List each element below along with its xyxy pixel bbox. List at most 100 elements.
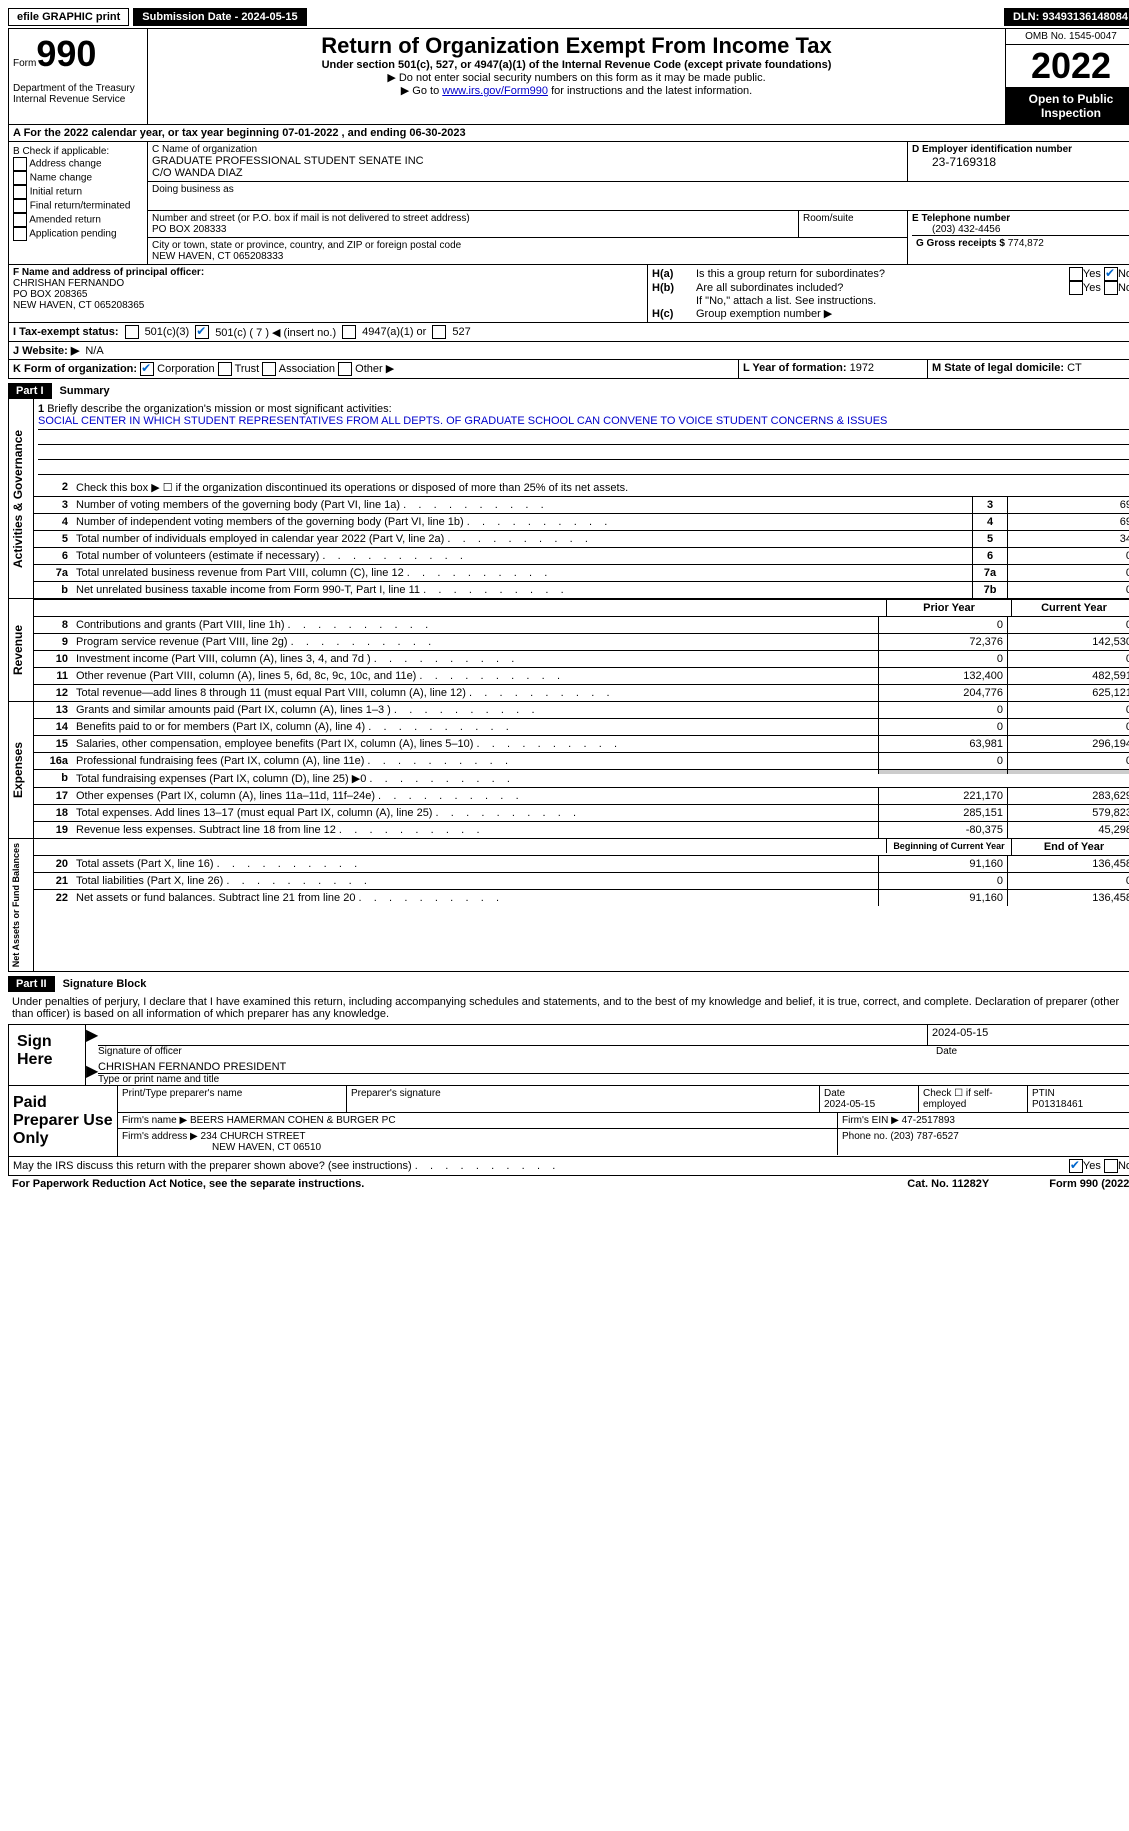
dln: DLN: 93493136148084 — [1004, 8, 1129, 26]
sign-here-label: Sign Here — [9, 1025, 86, 1085]
page-footer: For Paperwork Reduction Act Notice, see … — [8, 1176, 1129, 1192]
row-j: J Website: ▶N/A — [8, 342, 1129, 360]
vtab-revenue: Revenue — [9, 599, 34, 701]
org-co: C/O WANDA DIAZ — [152, 167, 903, 179]
addr-label: Number and street (or P.O. box if mail i… — [152, 213, 794, 224]
vtab-expenses: Expenses — [9, 702, 34, 838]
prep-sig-label: Preparer's signature — [347, 1086, 820, 1112]
discuss-row: May the IRS discuss this return with the… — [8, 1157, 1129, 1176]
summary-row: 13 Grants and similar amounts paid (Part… — [34, 702, 1129, 719]
sign-here-block: Sign Here ▶ 2024-05-15 Signature of offi… — [8, 1024, 1129, 1086]
col-b-checkboxes: B Check if applicable: Address change Na… — [9, 142, 148, 264]
firm-phone: (203) 787-6527 — [890, 1131, 958, 1142]
summary-row: 11 Other revenue (Part VIII, column (A),… — [34, 668, 1129, 685]
perjury-declaration: Under penalties of perjury, I declare th… — [8, 992, 1129, 1024]
summary-row: 21 Total liabilities (Part X, line 26) 0… — [34, 873, 1129, 890]
activities-governance: Activities & Governance 1 Briefly descri… — [8, 399, 1129, 599]
summary-row: 15 Salaries, other compensation, employe… — [34, 736, 1129, 753]
part2-header: Part IISignature Block — [8, 972, 1129, 992]
fhi-row: F Name and address of principal officer:… — [8, 265, 1129, 323]
officer-label: F Name and address of principal officer: — [13, 267, 643, 278]
summary-row: 5 Total number of individuals employed i… — [34, 531, 1129, 548]
summary-row: 4 Number of independent voting members o… — [34, 514, 1129, 531]
summary-row: 19 Revenue less expenses. Subtract line … — [34, 822, 1129, 838]
summary-row: b Net unrelated business taxable income … — [34, 582, 1129, 598]
mission-text: SOCIAL CENTER IN WHICH STUDENT REPRESENT… — [38, 415, 1129, 430]
hc-label: Group exemption number ▶ — [696, 307, 832, 320]
ptin: P01318461 — [1032, 1099, 1083, 1110]
firm-ein: 47-2517893 — [902, 1115, 955, 1126]
row-i: I Tax-exempt status: 501(c)(3) 501(c) ( … — [8, 323, 1129, 342]
efile-print-button[interactable]: efile GRAPHIC print — [8, 8, 129, 26]
col-b-title: B Check if applicable: — [13, 146, 143, 157]
chk-name-change[interactable]: Name change — [13, 171, 143, 185]
dept-treasury: Department of the Treasury Internal Reve… — [13, 83, 143, 105]
summary-row: 22 Net assets or fund balances. Subtract… — [34, 890, 1129, 906]
line2: Check this box ▶ ☐ if the organization d… — [72, 479, 1129, 496]
irs-link[interactable]: www.irs.gov/Form990 — [442, 85, 548, 97]
ein-label: D Employer identification number — [912, 144, 1129, 155]
note-link: ▶ Go to www.irs.gov/Form990 for instruct… — [152, 84, 1001, 97]
type-name-label: Type or print name and title — [98, 1074, 1129, 1085]
summary-row: 16a Professional fundraising fees (Part … — [34, 753, 1129, 770]
chk-address-change[interactable]: Address change — [13, 157, 143, 171]
submission-date: Submission Date - 2024-05-15 — [133, 8, 306, 26]
footer-mid: Cat. No. 11282Y — [907, 1178, 989, 1190]
revenue-section: Revenue Prior Year Current Year 8 Contri… — [8, 599, 1129, 702]
summary-row: 10 Investment income (Part VIII, column … — [34, 651, 1129, 668]
summary-row: 8 Contributions and grants (Part VIII, l… — [34, 617, 1129, 634]
org-name: GRADUATE PROFESSIONAL STUDENT SENATE INC — [152, 155, 903, 167]
chk-amended[interactable]: Amended return — [13, 213, 143, 227]
city-label: City or town, state or province, country… — [152, 240, 903, 251]
officer-addr: PO BOX 208365 — [13, 289, 643, 300]
officer-printed-name: CHRISHAN FERNANDO PRESIDENT — [98, 1061, 1129, 1074]
summary-row: 17 Other expenses (Part IX, column (A), … — [34, 788, 1129, 805]
footer-right: Form 990 (2022) — [1049, 1178, 1129, 1190]
mission-label: Briefly describe the organization's miss… — [47, 403, 391, 415]
eoy-hdr: End of Year — [1011, 839, 1129, 855]
chk-app-pending[interactable]: Application pending — [13, 227, 143, 241]
prior-year-hdr: Prior Year — [886, 600, 1011, 616]
form-subtitle: Under section 501(c), 527, or 4947(a)(1)… — [152, 59, 1001, 71]
summary-row: 3 Number of voting members of the govern… — [34, 497, 1129, 514]
form-prefix: Form — [13, 58, 36, 69]
chk-final-return[interactable]: Final return/terminated — [13, 199, 143, 213]
tax-year: 2022 — [1006, 45, 1129, 88]
form-header: Form990 Department of the Treasury Inter… — [8, 28, 1129, 125]
summary-row: 7a Total unrelated business revenue from… — [34, 565, 1129, 582]
summary-row: b Total fundraising expenses (Part IX, c… — [34, 770, 1129, 788]
klm-row: K Form of organization: Corporation Trus… — [8, 360, 1129, 379]
form-number: 990 — [36, 33, 96, 74]
date-label: Date — [936, 1046, 1129, 1057]
k-label: K Form of organization: — [13, 363, 137, 375]
summary-row: 12 Total revenue—add lines 8 through 11 … — [34, 685, 1129, 701]
check-self-employed[interactable]: Check ☐ if self-employed — [919, 1086, 1028, 1112]
top-bar: efile GRAPHIC print Submission Date - 20… — [8, 8, 1129, 26]
omb-number: OMB No. 1545-0047 — [1006, 29, 1129, 45]
chk-initial-return[interactable]: Initial return — [13, 185, 143, 199]
vtab-net-assets: Net Assets or Fund Balances — [9, 839, 34, 971]
row-a-tax-year: A For the 2022 calendar year, or tax yea… — [8, 125, 1129, 142]
room-suite: Room/suite — [798, 211, 907, 237]
firm-name: BEERS HAMERMAN COHEN & BURGER PC — [190, 1115, 396, 1126]
identity-block: B Check if applicable: Address change Na… — [8, 142, 1129, 265]
summary-row: 6 Total number of volunteers (estimate i… — [34, 548, 1129, 565]
paid-preparer-block: Paid Preparer Use Only Print/Type prepar… — [8, 1086, 1129, 1157]
open-to-public: Open to Public Inspection — [1006, 88, 1129, 124]
sig-officer-label: Signature of officer — [98, 1046, 936, 1057]
note2-pre: ▶ Go to — [401, 85, 442, 97]
hb-label: Are all subordinates included? — [696, 282, 843, 294]
expenses-section: Expenses 13 Grants and similar amounts p… — [8, 702, 1129, 839]
net-assets-section: Net Assets or Fund Balances Beginning of… — [8, 839, 1129, 972]
summary-row: 9 Program service revenue (Part VIII, li… — [34, 634, 1129, 651]
part1-header: Part ISummary — [8, 379, 1129, 399]
officer-city: NEW HAVEN, CT 065208365 — [13, 300, 643, 311]
summary-row: 18 Total expenses. Add lines 13–17 (must… — [34, 805, 1129, 822]
hb-note: If "No," attach a list. See instructions… — [652, 295, 1129, 307]
paid-prep-label: Paid Preparer Use Only — [9, 1086, 118, 1156]
addr-value: PO BOX 208333 — [152, 224, 794, 235]
firm-city: NEW HAVEN, CT 06510 — [122, 1142, 321, 1153]
dba-label: Doing business as — [148, 182, 1129, 211]
footer-left: For Paperwork Reduction Act Notice, see … — [12, 1178, 364, 1190]
org-name-label: C Name of organization — [152, 144, 903, 155]
